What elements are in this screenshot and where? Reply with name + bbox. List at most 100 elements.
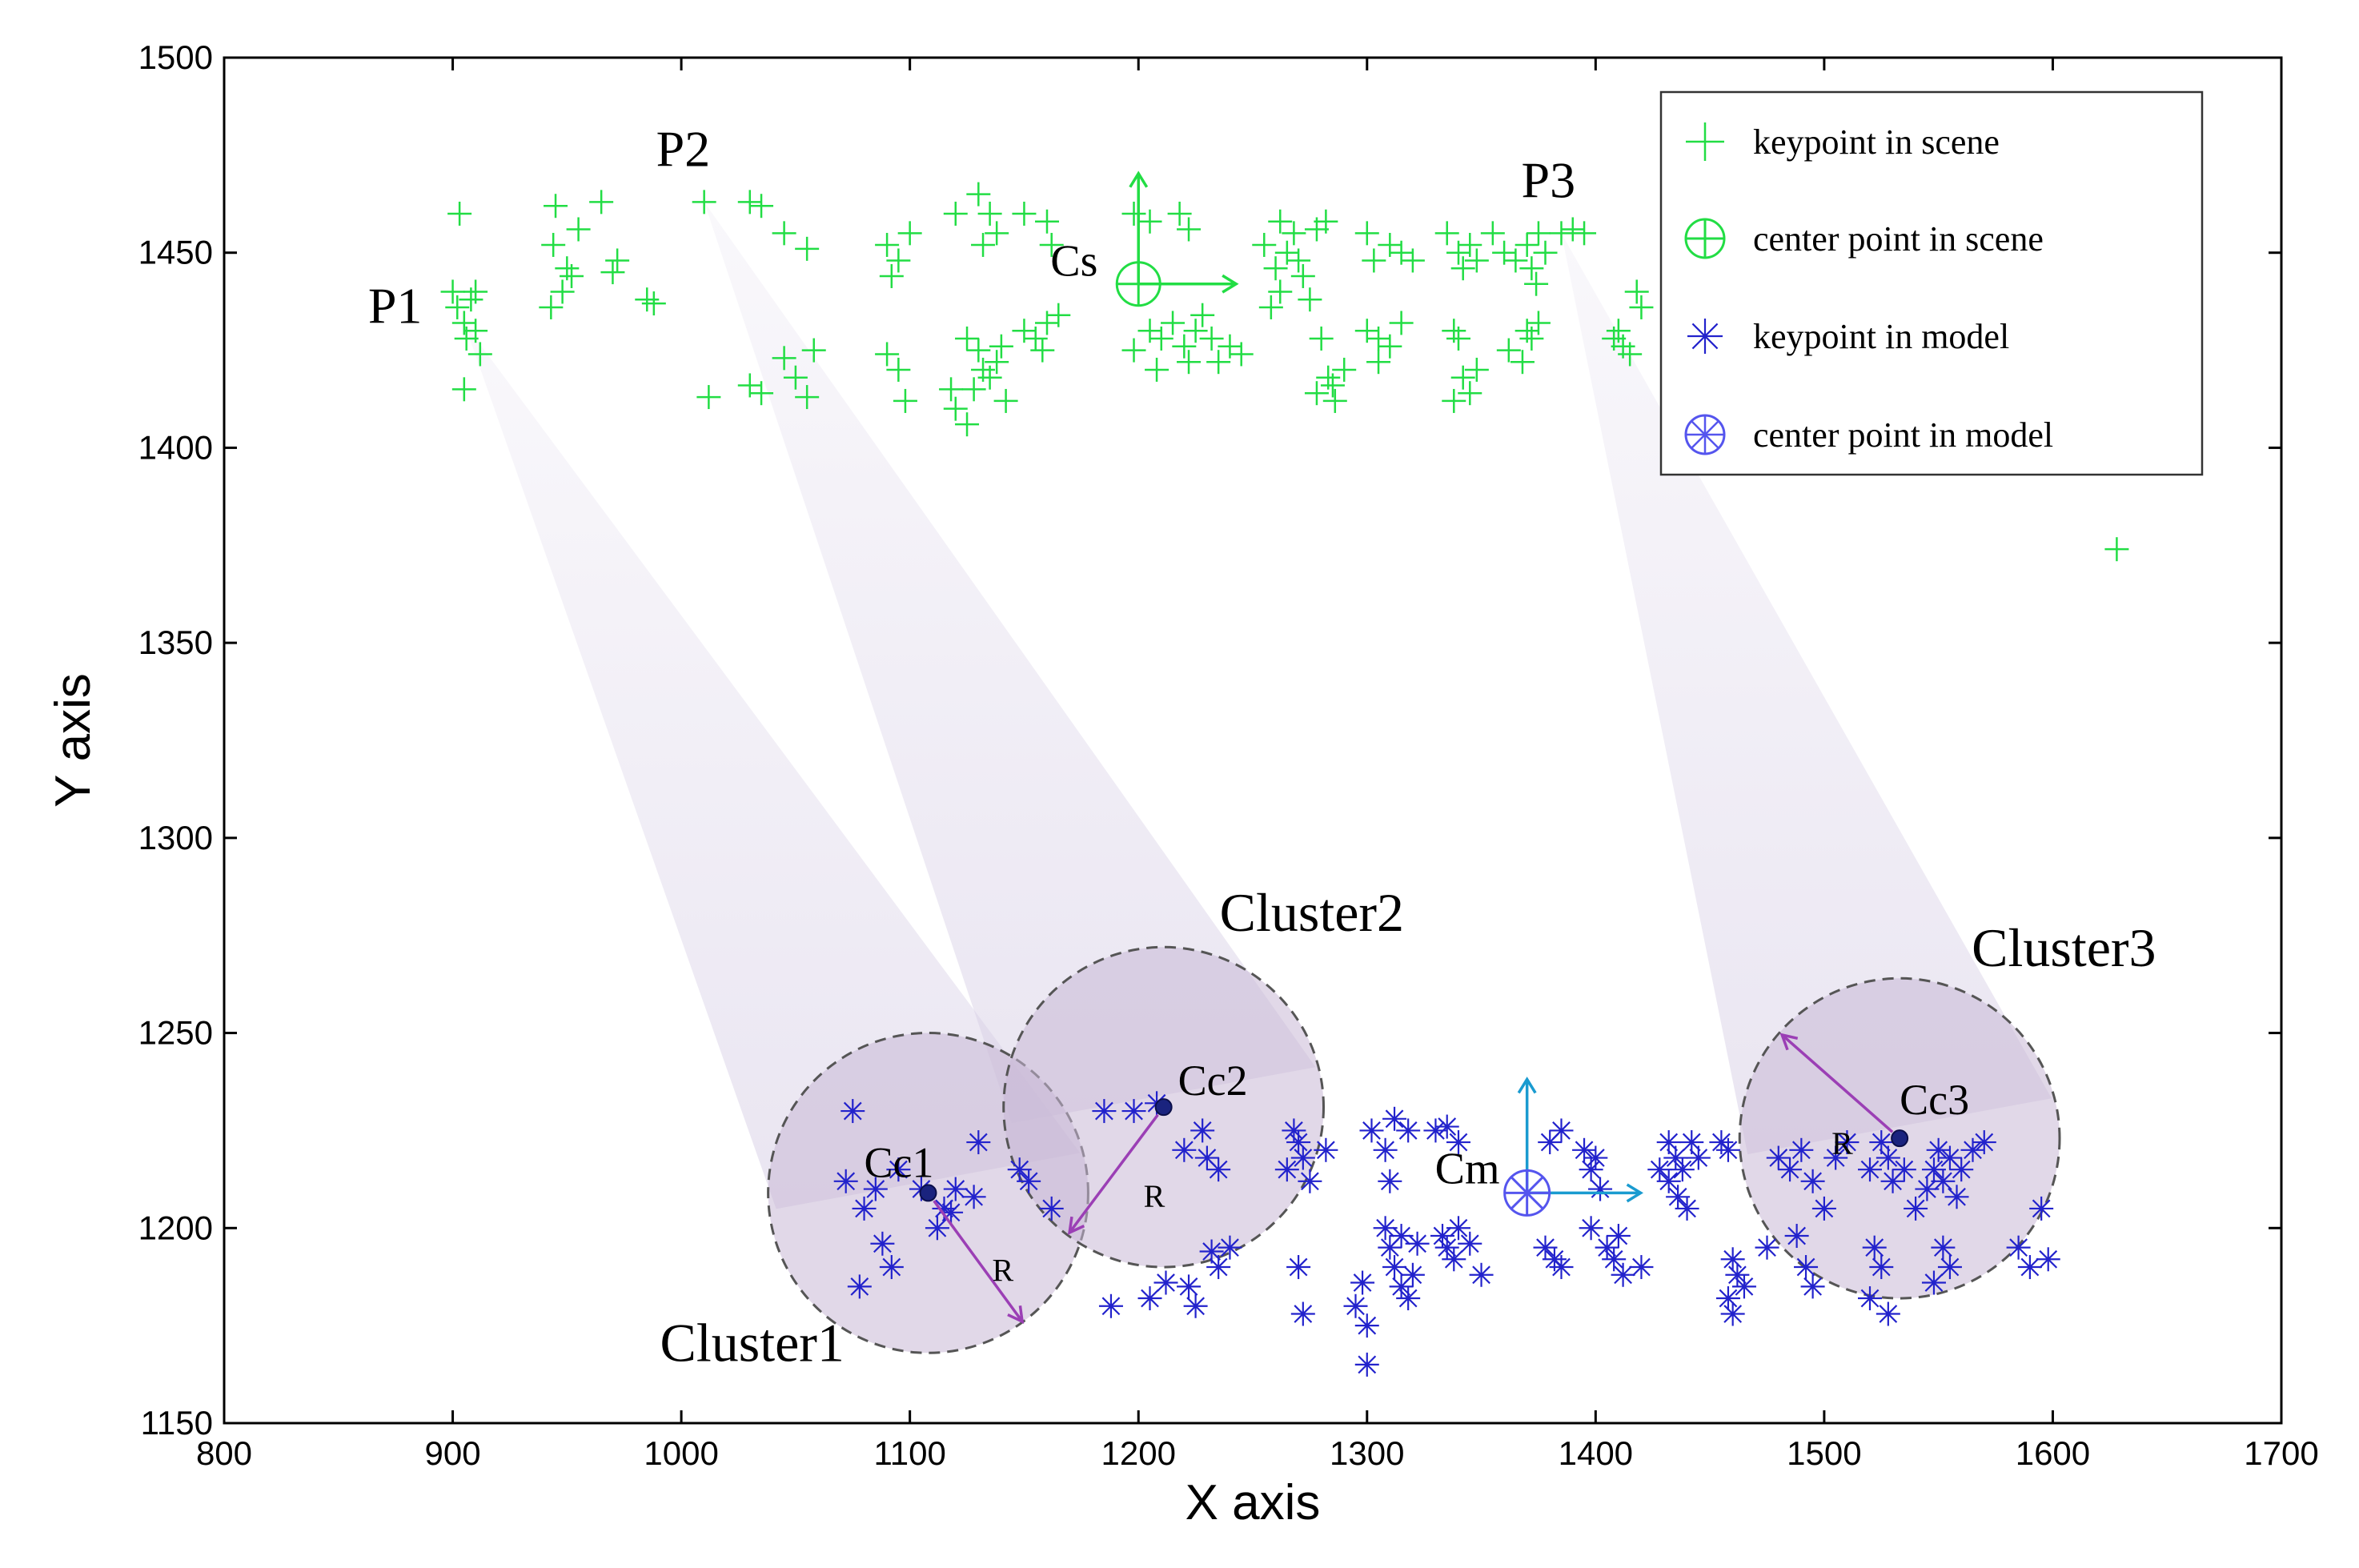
model-keypoint (1183, 1293, 1208, 1318)
model-keypoint (1602, 1247, 1627, 1272)
model-keypoint (1400, 1262, 1425, 1287)
scene-keypoint (1510, 350, 1535, 375)
point-label-p2: P2 (656, 120, 711, 177)
scene-keypoint (1378, 334, 1402, 359)
scene-keypoint (2104, 537, 2129, 562)
scene-keypoint (1503, 248, 1528, 273)
model-keypoint (1800, 1169, 1825, 1193)
y-tick-label: 1150 (141, 1404, 213, 1442)
scene-keypoint (1458, 381, 1482, 406)
legend-plus (1686, 122, 1724, 161)
scene-keypoint (1332, 357, 1357, 382)
cluster-label-1: Cluster1 (660, 1312, 845, 1373)
scene-keypoint (749, 381, 774, 406)
scene-keypoint (1298, 287, 1322, 312)
model-keypoint (1153, 1270, 1178, 1295)
model-keypoint (1931, 1235, 1956, 1260)
scene-keypoint (1268, 209, 1293, 234)
scene-keypoint (1137, 209, 1162, 234)
scene-keypoint (1161, 311, 1186, 335)
legend-entry-keypoint-in-scene: keypoint in scene (1686, 122, 2000, 162)
legend-label: keypoint in model (1753, 317, 2009, 356)
model-keypoint (1731, 1274, 1756, 1299)
cluster-label-3: Cluster3 (1972, 917, 2156, 978)
scene-keypoint (772, 221, 796, 246)
scene-keypoint (875, 342, 900, 367)
model-keypoint (1177, 1274, 1202, 1299)
legend-entry-center-point-in-scene: center point in scene (1684, 218, 2044, 259)
scene-keypoint (1533, 240, 1558, 265)
x-tick-label: 1300 (1330, 1434, 1404, 1472)
scene-keypoint (1199, 326, 1224, 351)
scene-keypoint (1145, 357, 1169, 382)
scene-keypoint (1496, 338, 1521, 363)
x-tick-label: 900 (425, 1434, 481, 1472)
model-keypoint (1290, 1145, 1315, 1170)
model-keypoint (2029, 1196, 2054, 1221)
model-keypoint (1446, 1216, 1470, 1241)
scene-keypoint (737, 190, 762, 215)
scene-keypoint (1480, 221, 1505, 246)
model-keypoint (1789, 1137, 1814, 1162)
model-keypoint (1904, 1196, 1928, 1221)
model-keypoint (1869, 1255, 1894, 1280)
scene-keypoint (1177, 217, 1202, 242)
model-keypoint (1282, 1118, 1306, 1143)
scene-keypoint (1229, 342, 1254, 367)
scene-keypoint (1560, 217, 1585, 242)
model-keypoint (1382, 1255, 1407, 1280)
scene-keypoint (985, 221, 1009, 246)
model-keypoint (1629, 1255, 1654, 1280)
model-keypoint (1343, 1293, 1368, 1318)
model-keypoint (1533, 1235, 1558, 1260)
model-keypoint (1835, 1130, 1860, 1155)
scene-keypoint (544, 194, 568, 219)
scene-keypoint (696, 385, 721, 410)
scene-keypoint (641, 291, 666, 316)
model-keypoint (1823, 1145, 1848, 1170)
scene-keypoint (966, 338, 991, 363)
scene-keypoint (1282, 221, 1306, 246)
scene-keypoint (1190, 303, 1215, 327)
radius-arrow (1779, 1033, 1894, 1133)
scene-keypoint (1030, 338, 1055, 363)
scene-keypoint (1304, 381, 1329, 406)
y-tick-label: 1500 (138, 38, 213, 76)
model-keypoint (1755, 1235, 1779, 1260)
scene-keypoint (879, 263, 904, 288)
model-keypoint (1579, 1216, 1603, 1241)
model-keypoint (1286, 1130, 1311, 1155)
model-keypoint (1715, 1137, 1740, 1162)
scene-keypoint (1450, 256, 1475, 281)
model-keypoint (1811, 1196, 1836, 1221)
model-keypoint (1579, 1157, 1603, 1182)
scene-keypoint (1519, 256, 1544, 281)
scene-keypoint (886, 357, 911, 382)
scene-keypoint (1450, 365, 1475, 390)
model-keypoint (925, 1216, 949, 1241)
x-tick-label: 1400 (1559, 1434, 1633, 1472)
model-keypoint (886, 1157, 911, 1182)
model-keypoint (1794, 1255, 1819, 1280)
model-keypoint (1423, 1118, 1448, 1143)
legend-marker-asterisk-icon (1687, 319, 1723, 354)
scene-keypoint (1514, 232, 1539, 257)
scene-keypoint (541, 232, 566, 257)
scene-keypoint (454, 326, 479, 351)
model-keypoint (1373, 1137, 1398, 1162)
scene-keypoint (550, 279, 575, 304)
model-keypoint (1670, 1157, 1695, 1182)
scene-keypoint (1206, 350, 1231, 375)
scene-keypoint (886, 248, 911, 273)
scene-keypoint (1023, 326, 1048, 351)
model-keypoint (2036, 1247, 2060, 1272)
model-keypoint (1290, 1301, 1315, 1326)
model-keypoint (1378, 1169, 1402, 1193)
scene-keypoint (1177, 350, 1202, 375)
scene-keypoint (1389, 311, 1414, 335)
scene-keypoint (539, 295, 564, 319)
scene-keypoint (977, 365, 1002, 390)
cluster-center-label: Cc3 (1900, 1076, 1969, 1124)
scene-keypoint (801, 338, 826, 363)
